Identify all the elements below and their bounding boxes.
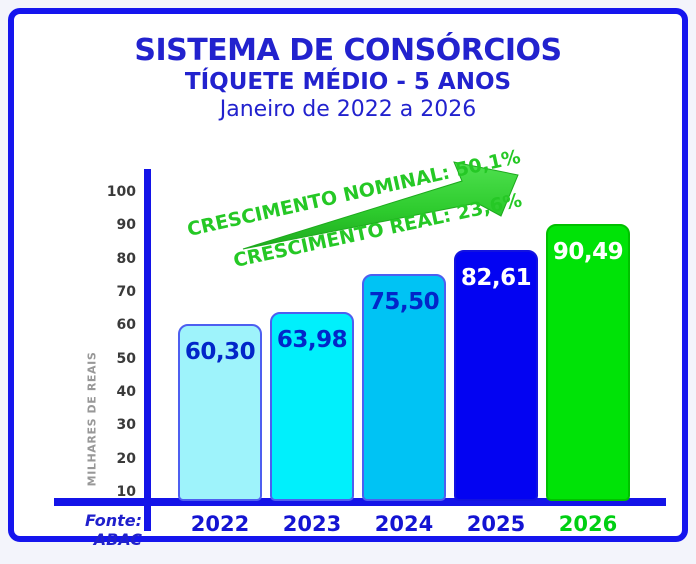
- x-axis-line: [54, 498, 666, 506]
- page-subtitle: TÍQUETE MÉDIO - 5 ANOS: [184, 69, 512, 95]
- source-label: Fonte: ABAC: [85, 511, 142, 549]
- y-tick-label: 30: [116, 417, 136, 434]
- bar-value-label: 60,30: [184, 339, 256, 366]
- y-axis-line: [144, 169, 151, 531]
- y-tick-label: 20: [116, 450, 136, 467]
- bar-value-label: 90,49: [552, 238, 624, 265]
- bar-value-label: 63,98: [276, 327, 348, 354]
- x-axis-label-2026: 2026: [558, 512, 618, 536]
- bar-2026: 90,49: [546, 223, 630, 501]
- y-tick-label: 10: [116, 484, 136, 500]
- bar-value-label: 82,61: [460, 264, 532, 291]
- x-axis-label-2025: 2025: [466, 512, 526, 536]
- page-title: SISTEMA DE CONSÓRCIOS: [134, 33, 562, 68]
- bar-2023: 63,98: [270, 312, 354, 501]
- y-tick-label: 70: [116, 284, 136, 300]
- x-axis-label-2023: 2023: [282, 512, 342, 536]
- x-axis-label-2024: 2024: [374, 512, 434, 536]
- y-tick-label: 60: [116, 317, 136, 334]
- page-period: Janeiro de 2022 a 2026: [219, 97, 477, 122]
- bar-value-label: 75,50: [368, 288, 440, 315]
- y-tick-label: 80: [116, 250, 136, 267]
- bar-2022: 60,30: [178, 324, 262, 501]
- y-tick-label: 90: [116, 217, 136, 234]
- header: SISTEMA DE CONSÓRCIOS TÍQUETE MÉDIO - 5 …: [14, 34, 682, 123]
- y-tick-label: 50: [116, 350, 136, 367]
- x-axis-label-2022: 2022: [190, 512, 250, 536]
- bar-2024: 75,50: [362, 273, 446, 501]
- y-tick-label: 40: [116, 384, 136, 400]
- outer-border: SISTEMA DE CONSÓRCIOS TÍQUETE MÉDIO - 5 …: [8, 8, 688, 549]
- bar-2025: 82,61: [454, 249, 538, 501]
- y-tick-label: 100: [106, 184, 136, 200]
